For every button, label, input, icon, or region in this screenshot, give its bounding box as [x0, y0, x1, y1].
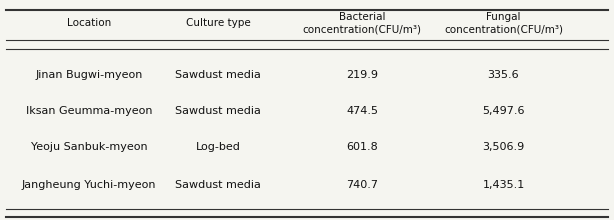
Text: Location: Location: [67, 18, 111, 28]
Text: 1,435.1: 1,435.1: [483, 180, 524, 190]
Text: 219.9: 219.9: [346, 70, 378, 80]
Text: 335.6: 335.6: [488, 70, 519, 80]
Text: Culture type: Culture type: [185, 18, 251, 28]
Text: Sawdust media: Sawdust media: [175, 106, 261, 116]
Text: 740.7: 740.7: [346, 180, 378, 190]
Text: 5,497.6: 5,497.6: [482, 106, 525, 116]
Text: Jangheung Yuchi-myeon: Jangheung Yuchi-myeon: [21, 180, 157, 190]
Text: Fungal
concentration(CFU/m³): Fungal concentration(CFU/m³): [444, 12, 563, 34]
Text: Jinan Bugwi-myeon: Jinan Bugwi-myeon: [36, 70, 142, 80]
Text: Bacterial
concentration(CFU/m³): Bacterial concentration(CFU/m³): [303, 12, 422, 34]
Text: Yeoju Sanbuk-myeon: Yeoju Sanbuk-myeon: [31, 142, 147, 152]
Text: Sawdust media: Sawdust media: [175, 70, 261, 80]
Text: 3,506.9: 3,506.9: [483, 142, 524, 152]
Text: Log-bed: Log-bed: [195, 142, 241, 152]
Text: Sawdust media: Sawdust media: [175, 180, 261, 190]
Text: 601.8: 601.8: [346, 142, 378, 152]
Text: Iksan Geumma-myeon: Iksan Geumma-myeon: [26, 106, 152, 116]
Text: 474.5: 474.5: [346, 106, 378, 116]
